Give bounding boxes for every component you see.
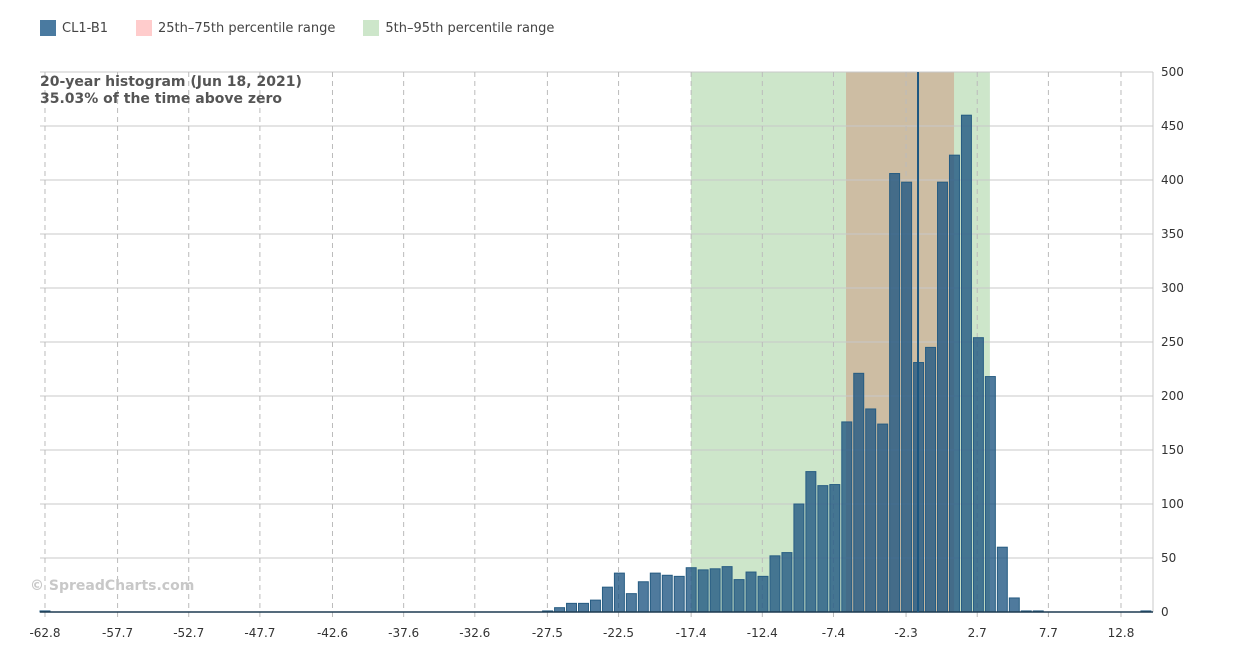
x-tick-label: -62.8: [29, 626, 60, 640]
histogram-bar: [925, 346, 937, 613]
histogram-bar: [685, 567, 697, 613]
y-tick-label: 450: [1161, 119, 1184, 133]
x-tick-label: -52.7: [173, 626, 204, 640]
legend-label: 5th–95th percentile range: [385, 20, 555, 36]
histogram-bar: [1008, 597, 1020, 613]
x-tick-label: -7.4: [822, 626, 845, 640]
histogram-bar: [877, 423, 889, 613]
histogram-bar: [889, 173, 901, 613]
legend-swatch-25-75: [136, 20, 153, 36]
y-tick-label: 150: [1161, 443, 1184, 457]
histogram-bar: [709, 568, 721, 613]
chart-annotation: 20-year histogram (Jun 18, 2021) 35.03% …: [40, 74, 302, 108]
x-tick-label: -17.4: [676, 626, 707, 640]
annotation-subtitle: 35.03% of the time above zero: [40, 91, 282, 107]
x-tick-label: -47.7: [244, 626, 275, 640]
y-tick-label: 250: [1161, 335, 1184, 349]
histogram-bar: [805, 471, 817, 613]
histogram-bar: [769, 555, 781, 613]
x-tick-label: -42.6: [317, 626, 348, 640]
x-tick-label: -37.6: [388, 626, 419, 640]
watermark: © SpreadCharts.com: [30, 578, 195, 594]
y-tick-label: 50: [1161, 551, 1176, 565]
legend-item-5-95[interactable]: 5th–95th percentile range: [363, 20, 554, 36]
x-tick-label: 12.8: [1108, 626, 1135, 640]
x-tick-label: -57.7: [102, 626, 133, 640]
histogram-bar: [948, 154, 960, 613]
x-tick-label: -2.3: [894, 626, 917, 640]
x-tick-label: -27.5: [532, 626, 563, 640]
histogram-bar: [793, 503, 805, 613]
legend-swatch-5-95: [363, 20, 380, 36]
legend-label: CL1-B1: [62, 20, 109, 36]
histogram-bar: [984, 376, 996, 613]
histogram-bar: [661, 574, 673, 613]
histogram-bar: [637, 581, 649, 613]
histogram-bar: [996, 546, 1008, 613]
annotation-title: 20-year histogram (Jun 18, 2021): [40, 74, 302, 90]
y-tick-label: 100: [1161, 497, 1184, 511]
legend-label: 25th–75th percentile range: [158, 20, 336, 36]
histogram-bar: [566, 602, 578, 613]
legend-item-series[interactable]: CL1-B1: [40, 20, 108, 36]
legend-item-25-75[interactable]: 25th–75th percentile range: [136, 20, 335, 36]
histogram-bar: [625, 593, 637, 613]
histogram-bar: [781, 552, 793, 613]
y-tick-label: 500: [1161, 65, 1184, 79]
x-tick-label: 7.7: [1039, 626, 1058, 640]
histogram-bar: [613, 572, 625, 613]
histogram-bar: [841, 421, 853, 613]
y-tick-label: 350: [1161, 227, 1184, 241]
histogram-bar: [960, 114, 972, 613]
histogram-bar: [733, 579, 745, 613]
histogram-bar: [673, 575, 685, 613]
histogram-bar: [578, 602, 589, 613]
histogram-bar: [601, 586, 613, 613]
x-tick-label: -22.5: [603, 626, 634, 640]
histogram-bar: [697, 569, 709, 613]
histogram-bar: [721, 566, 733, 613]
histogram-bar: [817, 485, 829, 613]
legend: CL1-B1 25th–75th percentile range 5th–95…: [40, 20, 554, 36]
y-tick-label: 0: [1161, 605, 1169, 619]
histogram-bar: [829, 484, 841, 613]
y-tick-label: 200: [1161, 389, 1184, 403]
histogram-bar: [649, 572, 661, 613]
histogram-bar: [757, 575, 769, 613]
histogram-bar: [865, 408, 877, 613]
histogram-bar: [745, 571, 757, 613]
histogram-bar: [589, 599, 601, 613]
legend-swatch-series: [40, 20, 56, 36]
histogram-bar: [972, 337, 984, 613]
y-tick-label: 300: [1161, 281, 1184, 295]
x-tick-label: 2.7: [968, 626, 987, 640]
histogram-bar: [901, 181, 913, 613]
x-tick-label: -32.6: [459, 626, 490, 640]
histogram-bar: [937, 181, 948, 613]
x-tick-label: -12.4: [747, 626, 778, 640]
histogram-bar: [853, 372, 865, 613]
y-tick-label: 400: [1161, 173, 1184, 187]
